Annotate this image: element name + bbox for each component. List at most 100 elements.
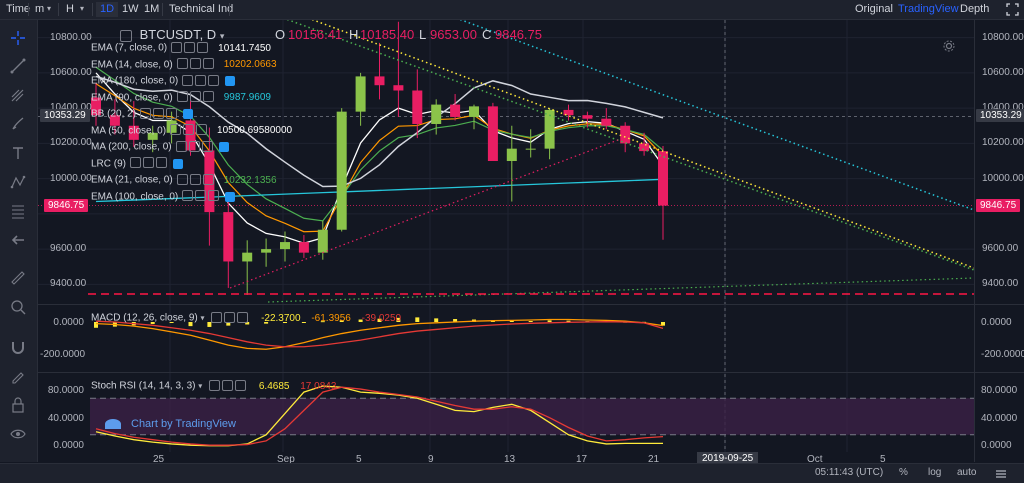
price-tick-left: 10400.00 bbox=[50, 102, 92, 114]
timeframe-1w-button[interactable]: 1W bbox=[122, 3, 139, 15]
candle-body bbox=[261, 249, 272, 253]
open-label: O bbox=[275, 27, 286, 42]
legend-buttons[interactable] bbox=[209, 379, 248, 393]
high-value: 10185.40 bbox=[360, 27, 415, 42]
separator bbox=[229, 3, 230, 16]
indicator-name[interactable]: EMA (180, close, 0) bbox=[91, 75, 179, 87]
view-depth-tab[interactable]: Depth bbox=[960, 3, 990, 15]
indicator-legend-row[interactable]: MA (200, close, 0) bbox=[91, 140, 229, 154]
legend-buttons[interactable] bbox=[170, 124, 209, 138]
arrow-left-icon[interactable] bbox=[9, 231, 27, 249]
timeframe-1d-button[interactable]: 1D bbox=[96, 2, 119, 17]
indicator-legend-row[interactable]: EMA (90, close, 0) 9987.9609 bbox=[91, 91, 271, 105]
candle-body bbox=[658, 151, 668, 206]
price-tick: 9400.00 bbox=[982, 278, 1019, 290]
indicator-legend-row[interactable]: EMA (21, close, 0) 10232.1356 bbox=[91, 173, 277, 187]
indicator-name[interactable]: MA (50, close, 0) bbox=[91, 125, 167, 137]
legend-buttons[interactable] bbox=[176, 91, 216, 105]
settings-icon[interactable] bbox=[943, 40, 955, 52]
indicator-legend-row[interactable]: EMA (14, close, 0) 10202.0663 bbox=[91, 58, 277, 72]
price-chart[interactable] bbox=[38, 20, 974, 462]
indicator-name[interactable]: EMA (7, close, 0) bbox=[91, 42, 168, 54]
legend-buttons[interactable] bbox=[130, 157, 169, 171]
indicator-legend-row[interactable]: EMA (100, close, 0) bbox=[91, 190, 236, 204]
visibility-icon[interactable] bbox=[173, 158, 184, 169]
stoch-d-line bbox=[95, 386, 664, 446]
crosshair-icon[interactable] bbox=[9, 29, 27, 47]
indicator-name[interactable]: EMA (90, close, 0) bbox=[91, 92, 173, 104]
view-original-tab[interactable]: Original bbox=[855, 3, 893, 15]
indicator-legend-row[interactable]: MA (50, close, 0) 10500.69580000 bbox=[91, 124, 292, 138]
pattern-icon[interactable] bbox=[9, 173, 27, 191]
lock-icon[interactable] bbox=[9, 396, 27, 414]
footer-bar: 05:11:43 (UTC) % log auto bbox=[0, 463, 1024, 483]
visibility-icon[interactable] bbox=[225, 76, 236, 86]
tradingview-watermark[interactable]: Chart by TradingView bbox=[105, 418, 236, 430]
price-scale[interactable]: 10800.00 10600.00 10400.00 10200.00 10000.00… bbox=[974, 20, 1024, 462]
legend-buttons[interactable] bbox=[171, 41, 210, 55]
visibility-icon[interactable] bbox=[218, 142, 229, 152]
ruler-icon[interactable] bbox=[9, 269, 27, 287]
percent-toggle[interactable]: % bbox=[899, 467, 908, 478]
symbol-name[interactable]: BTCUSDT, D bbox=[139, 27, 217, 42]
brush-icon[interactable] bbox=[9, 115, 27, 133]
legend-buttons[interactable] bbox=[175, 140, 215, 154]
chevron-down-icon: ▾ bbox=[198, 381, 203, 391]
macd-histogram-bar bbox=[358, 319, 363, 322]
legend-buttons[interactable] bbox=[176, 173, 216, 187]
auto-toggle[interactable]: auto bbox=[957, 467, 977, 478]
stoch-title[interactable]: Stoch RSI (14, 14, 3, 3) bbox=[91, 380, 196, 392]
stoch-band bbox=[90, 398, 974, 435]
candle-body bbox=[355, 76, 366, 112]
legend-buttons[interactable] bbox=[140, 107, 179, 121]
indicator-name[interactable]: LRC (9) bbox=[91, 158, 127, 170]
legend-buttons[interactable] bbox=[182, 74, 221, 88]
macd-histogram-bar bbox=[283, 322, 287, 323]
visibility-icon[interactable] bbox=[225, 191, 236, 202]
collapse-panel-icon[interactable] bbox=[994, 468, 1008, 480]
fullscreen-icon[interactable] bbox=[1005, 2, 1020, 17]
technical-indicators-button[interactable]: Technical Ind bbox=[169, 3, 234, 15]
log-toggle[interactable]: log bbox=[928, 467, 942, 478]
indicator-name[interactable]: EMA (100, close, 0) bbox=[91, 191, 179, 203]
minute-dropdown[interactable]: m bbox=[35, 3, 45, 15]
indicator-legend-row[interactable]: EMA (7, close, 0) 10141.7450 bbox=[91, 41, 271, 55]
tradingview-logo-icon bbox=[105, 419, 121, 430]
time-tick: 5 bbox=[356, 454, 362, 465]
low-label: L bbox=[419, 27, 427, 42]
magnet-icon[interactable] bbox=[9, 338, 27, 356]
indicator-legend-row[interactable]: EMA (180, close, 0) bbox=[91, 74, 236, 88]
macd-histogram-bar bbox=[207, 322, 212, 327]
pane-separator[interactable] bbox=[38, 372, 1024, 373]
hour-dropdown[interactable]: H bbox=[66, 3, 74, 15]
indicator-name[interactable]: EMA (14, close, 0) bbox=[91, 59, 173, 71]
indicator-name[interactable]: EMA (21, close, 0) bbox=[91, 174, 173, 186]
price-tick: 10400.00 bbox=[982, 102, 1024, 114]
macd-title[interactable]: MACD (12, 26, close, 9) bbox=[91, 312, 198, 324]
pitchfork-icon[interactable] bbox=[9, 86, 27, 104]
eye-icon[interactable] bbox=[9, 425, 27, 443]
view-tradingview-tab[interactable]: TradingView bbox=[898, 3, 959, 15]
macd-histogram-bar bbox=[169, 322, 174, 323]
visibility-icon[interactable] bbox=[183, 109, 194, 119]
pencil-lock-icon[interactable] bbox=[9, 367, 27, 385]
legend-buttons[interactable] bbox=[182, 190, 221, 204]
candle-body bbox=[298, 242, 309, 253]
indicator-legend-row[interactable]: BB (20, 2) bbox=[91, 107, 194, 121]
utc-clock[interactable]: 05:11:43 (UTC) bbox=[815, 467, 884, 478]
indicator-name[interactable]: MA (200, close, 0) bbox=[91, 141, 172, 153]
pane-separator[interactable] bbox=[38, 304, 1024, 305]
current-price-tag: 9846.75 bbox=[976, 198, 1021, 212]
indicator-name[interactable]: BB (20, 2) bbox=[91, 108, 137, 120]
fib-retracement-icon[interactable] bbox=[9, 202, 27, 220]
text-tool-icon[interactable] bbox=[9, 144, 27, 162]
timeframe-1m-button[interactable]: 1M bbox=[144, 3, 160, 15]
zoom-icon[interactable] bbox=[9, 298, 27, 316]
candle-body bbox=[582, 115, 593, 119]
legend-buttons[interactable] bbox=[176, 58, 216, 72]
separator bbox=[92, 3, 93, 16]
indicator-legend-row[interactable]: LRC (9) bbox=[91, 157, 184, 171]
trend-line-icon[interactable] bbox=[9, 57, 27, 75]
legend-buttons[interactable] bbox=[211, 311, 250, 325]
collapse-legend-icon[interactable] bbox=[120, 29, 132, 42]
